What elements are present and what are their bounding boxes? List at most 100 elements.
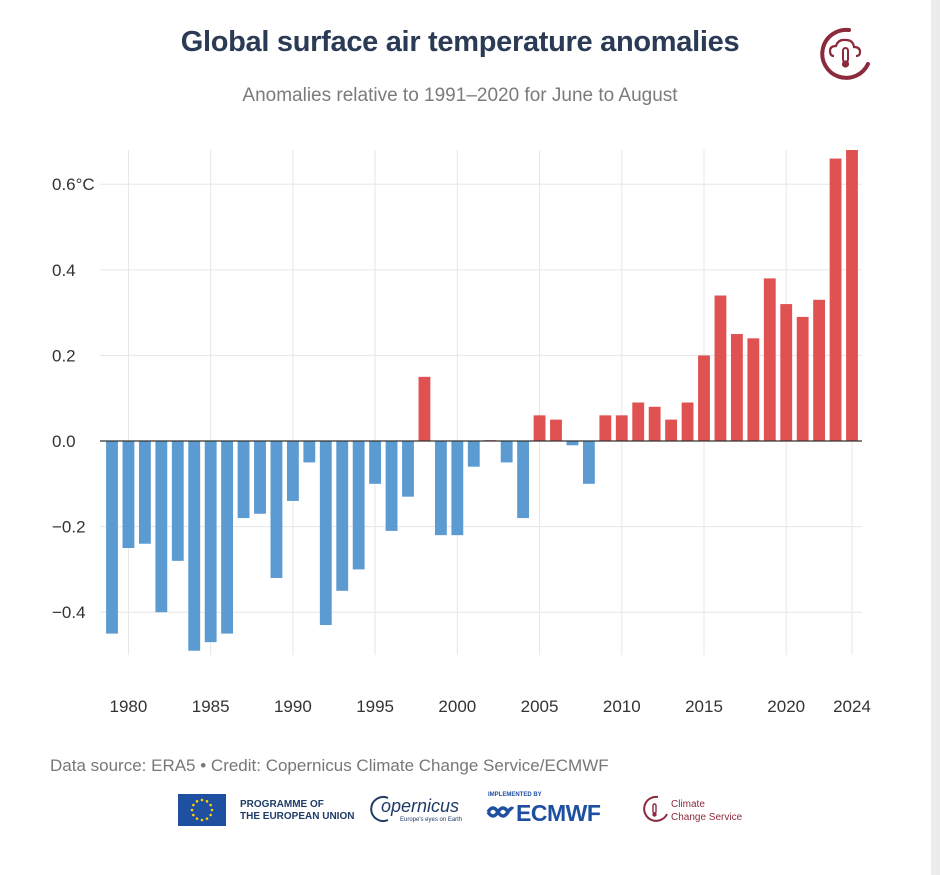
- bar-2004: [517, 441, 530, 519]
- eu-line-2: THE EUROPEAN UNION: [240, 811, 355, 822]
- eu-star: [205, 817, 209, 820]
- bar-2011: [632, 402, 645, 442]
- bar-2020: [780, 304, 793, 442]
- x-tick-label: 2015: [685, 697, 723, 716]
- eu-star: [195, 817, 199, 820]
- eu-star: [190, 808, 194, 812]
- y-tick-label: −0.4: [52, 603, 86, 622]
- bar-1982: [155, 441, 168, 613]
- bar-1984: [188, 441, 201, 651]
- bar-chart: −0.4 −0.2 0.0 0.2 0.4 0.6°C 1980 1985 1990 1995 2…: [52, 150, 871, 716]
- copernicus-wordmark: opernicus: [381, 796, 460, 816]
- eu-star: [200, 798, 204, 802]
- bar-1989: [270, 441, 283, 578]
- bar-1996: [385, 441, 398, 531]
- eu-star: [210, 808, 214, 812]
- bar-1986: [221, 441, 234, 634]
- x-tick-label: 1995: [356, 697, 394, 716]
- ecmwf-logo: IMPLEMENTED BY ECMWF: [486, 792, 616, 826]
- bar-2006: [550, 419, 562, 442]
- bar-2023: [829, 158, 842, 442]
- bar-2017: [730, 334, 743, 442]
- bar-2018: [747, 338, 760, 442]
- y-tick-label: 0.2: [52, 346, 76, 365]
- c3s-text: Climate Change Service: [671, 798, 742, 824]
- eu-star: [195, 800, 199, 803]
- bar-1997: [402, 441, 414, 497]
- bar-2007: [566, 441, 579, 446]
- x-tick-label: 1980: [110, 697, 148, 716]
- x-tick-label: 2024: [833, 697, 871, 716]
- x-tick-label: 2020: [767, 697, 805, 716]
- bar-1979: [106, 441, 118, 634]
- bars-layer: [106, 150, 858, 651]
- chart-title: Global surface air temperature anomalies: [180, 26, 740, 58]
- eu-star: [209, 813, 212, 817]
- bar-2001: [467, 441, 480, 467]
- eu-line-1: PROGRAMME OF: [240, 799, 324, 810]
- bar-1992: [319, 441, 332, 626]
- copernicus-tagline: Europe's eyes on Earth: [400, 817, 463, 823]
- footer-logos: PROGRAMME OF THE EUROPEAN UNION opernicu…: [0, 790, 940, 830]
- bar-2021: [796, 316, 809, 442]
- bar-1983: [171, 441, 184, 561]
- copernicus-logo: opernicus Europe's eyes on Earth: [370, 792, 465, 826]
- bar-2024: [846, 150, 858, 442]
- bar-2013: [665, 419, 678, 442]
- bar-1985: [204, 441, 217, 643]
- eu-star: [205, 800, 209, 803]
- c3s-logo: Climate Change Service: [641, 794, 751, 828]
- bar-2000: [451, 441, 464, 536]
- bar-1994: [352, 441, 365, 570]
- bar-1990: [286, 441, 299, 501]
- bar-1998: [418, 376, 431, 442]
- x-tick-label: 2000: [438, 697, 476, 716]
- bar-1988: [254, 441, 266, 514]
- copernicus-c-icon: [370, 796, 389, 822]
- eu-star: [200, 818, 204, 822]
- bar-1980: [122, 441, 135, 549]
- bar-1995: [369, 441, 382, 484]
- bar-2008: [582, 441, 595, 484]
- x-tick-label: 2010: [603, 697, 641, 716]
- x-tick-label: 1990: [274, 697, 312, 716]
- bar-2015: [698, 355, 710, 442]
- y-tick-label: 0.6°C: [52, 175, 95, 194]
- c3s-small-icon: [643, 795, 668, 822]
- eu-programme-text: PROGRAMME OF THE EUROPEAN UNION: [240, 799, 354, 823]
- bar-2019: [763, 278, 776, 442]
- ecmwf-wave-icon: [486, 806, 514, 818]
- y-tick-label: 0.4: [52, 261, 76, 280]
- bar-1999: [434, 441, 447, 536]
- bar-1981: [138, 441, 151, 544]
- c3s-line-2: Change Service: [671, 812, 743, 823]
- x-tick-label: 2005: [521, 697, 559, 716]
- bar-2014: [681, 402, 694, 442]
- chart-subtitle: Anomalies relative to 1991–2020 for June…: [242, 85, 678, 106]
- bar-2012: [648, 406, 661, 442]
- bar-2022: [813, 299, 826, 442]
- ecmwf-implemented-by: IMPLEMENTED BY: [488, 792, 542, 798]
- ecmwf-wordmark: ECMWF: [516, 800, 601, 826]
- bar-1987: [237, 441, 250, 519]
- data-source-credit: Data source: ERA5 • Credit: Copernicus C…: [50, 756, 609, 775]
- bar-1991: [303, 441, 316, 463]
- y-tick-labels: −0.4 −0.2 0.0 0.2 0.4 0.6°C: [52, 175, 95, 622]
- y-tick-label: −0.2: [52, 518, 86, 537]
- x-tick-labels: 1980 1985 1990 1995 2000 2005 2010 2015 2020 2024: [110, 697, 871, 716]
- eu-star: [209, 803, 212, 807]
- bar-2010: [615, 415, 628, 442]
- bar-2009: [599, 415, 612, 442]
- x-tick-label: 1985: [192, 697, 230, 716]
- eu-star: [192, 803, 195, 807]
- eu-flag: [178, 794, 226, 826]
- bar-1993: [336, 441, 349, 591]
- c3s-thermometer-cloud-logo: [820, 27, 870, 80]
- right-edge-strip: [931, 0, 940, 875]
- bar-2003: [500, 441, 513, 463]
- c3s-line-1: Climate: [671, 799, 705, 810]
- eu-star: [192, 813, 195, 817]
- y-tick-label: 0.0: [52, 432, 76, 451]
- bar-2005: [533, 415, 546, 442]
- bar-2016: [714, 295, 727, 442]
